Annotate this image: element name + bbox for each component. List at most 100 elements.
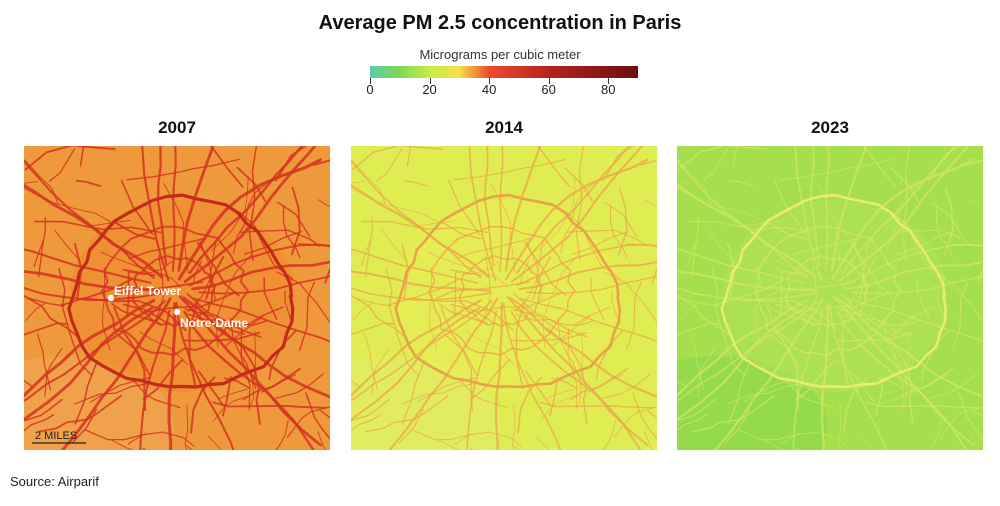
street [142,358,184,401]
street [775,303,823,325]
street [872,327,914,425]
panel-year-2014: 2014 [485,118,523,137]
street [763,439,786,450]
pollution-map-2023 [677,146,983,450]
street [836,310,968,450]
street [687,220,815,234]
street [110,439,134,450]
street [112,220,156,240]
street [690,333,705,391]
street [889,167,920,202]
street [511,308,572,335]
street [107,281,204,300]
street [893,328,904,409]
street [364,333,379,391]
street [929,271,983,324]
street [351,379,361,388]
street [242,373,296,401]
street [570,231,630,255]
street [197,370,224,407]
street [139,331,189,366]
street [686,239,697,267]
street [219,327,261,425]
street [453,158,567,181]
street [248,331,257,411]
legend-tick [608,78,610,84]
street [387,297,514,331]
street [116,333,151,376]
street [951,243,983,247]
street [560,183,593,254]
street [79,146,85,167]
street [186,292,262,338]
street [305,392,330,441]
street [243,230,303,255]
landmark-label: Eiffel Tower [114,284,181,298]
street [711,268,746,376]
street [965,159,983,166]
street [26,297,65,307]
street [196,241,240,297]
street [409,278,460,300]
street [603,271,657,324]
landmark-label: Notre-Dame [180,316,248,330]
street [155,255,164,323]
street [351,287,493,301]
street [351,307,481,421]
street [351,188,441,224]
street [24,298,156,398]
street [439,220,482,240]
street [298,281,316,351]
street [860,435,875,450]
street [360,239,371,267]
street [290,186,301,256]
street [645,199,657,207]
street [128,237,205,260]
street [505,158,649,281]
chart-title: Average PM 2.5 concentration in Paris [318,12,682,34]
peripherique-ring-road [720,193,947,389]
scale-bar-label: 2 MILES [35,430,77,442]
legend-tick [489,78,491,84]
street [351,414,381,432]
street [183,146,317,283]
street [44,348,63,397]
street [351,184,490,279]
street [743,377,803,403]
street [534,435,549,450]
street [417,377,477,403]
street [239,211,294,280]
street [24,294,80,339]
street [832,295,975,447]
street [24,183,164,279]
street [707,229,734,262]
street [609,204,628,258]
street [76,180,102,187]
street [449,269,483,276]
legend-tick [429,78,431,84]
street [449,303,497,325]
street [732,146,738,167]
street [351,159,386,205]
street [866,388,916,422]
boulevard-ring [101,225,249,357]
street [188,243,330,287]
source-note: Source: Airparif [10,474,99,489]
street [644,431,653,450]
street [877,377,904,389]
street [24,299,166,402]
street [167,302,177,450]
street [438,303,488,325]
street [618,187,628,256]
street [248,146,258,262]
street [317,199,330,208]
street [551,377,578,389]
panel-year-2023: 2023 [811,118,849,137]
street [773,179,807,235]
street [511,146,644,283]
street [381,229,408,262]
street [532,256,552,300]
street [412,429,474,441]
street [831,158,975,281]
street [837,146,970,283]
